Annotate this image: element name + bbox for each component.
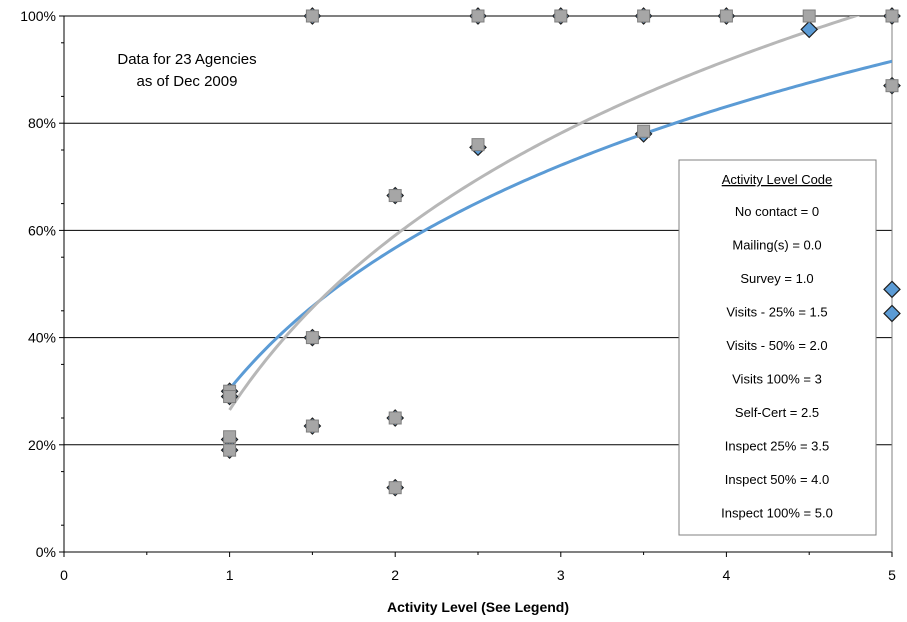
legend-frame bbox=[678, 159, 877, 536]
legend-entry: Inspect 25% = 3.5 bbox=[725, 439, 829, 454]
trendlines bbox=[228, 16, 892, 411]
trendline bbox=[228, 59, 892, 391]
legend-title: Activity Level Code bbox=[722, 172, 833, 187]
data-markers bbox=[220, 7, 901, 497]
x-tick-label: 0 bbox=[60, 567, 68, 583]
y-tick-label: 80% bbox=[28, 115, 56, 131]
square-marker bbox=[223, 443, 237, 457]
legend-entries: No contact = 0 Mailing(s) = 0.0 Survey = 1… bbox=[721, 204, 833, 521]
y-tick-label: 20% bbox=[28, 437, 56, 453]
y-tick-label: 100% bbox=[20, 8, 56, 24]
x-axis-title: Activity Level (See Legend) bbox=[387, 599, 569, 615]
trendline bbox=[228, 16, 861, 411]
square-marker bbox=[637, 124, 651, 138]
y-tick-label: 60% bbox=[28, 222, 56, 238]
x-tick-label: 3 bbox=[557, 567, 565, 583]
square-marker bbox=[388, 481, 402, 495]
square-marker bbox=[885, 9, 899, 23]
x-tick-label: 5 bbox=[888, 567, 896, 583]
y-tick-label: 0% bbox=[36, 544, 56, 560]
square-marker bbox=[305, 419, 319, 433]
x-tick-label: 1 bbox=[226, 567, 234, 583]
legend-entry: No contact = 0 bbox=[735, 204, 819, 219]
annotation-line-2: as of Dec 2009 bbox=[137, 73, 238, 90]
square-marker bbox=[223, 430, 237, 444]
legend-box: Activity Level Code No contact = 0 Mailin… bbox=[678, 159, 877, 536]
legend-entry: Inspect 50% = 4.0 bbox=[725, 472, 829, 487]
y-tick-labels: 0% 20% 40% 60% 80% 100% bbox=[20, 8, 56, 560]
square-marker bbox=[223, 390, 237, 404]
square-marker bbox=[388, 189, 402, 203]
square-marker bbox=[471, 138, 485, 152]
diamond-marker bbox=[883, 304, 901, 323]
square-marker bbox=[637, 9, 651, 23]
legend-entry: Visits - 50% = 2.0 bbox=[726, 338, 827, 353]
x-tick-labels: 0 1 2 3 4 5 bbox=[60, 567, 896, 583]
square-marker bbox=[388, 411, 402, 425]
diamond-marker bbox=[883, 280, 901, 299]
square-marker bbox=[305, 331, 319, 345]
x-tick-label: 2 bbox=[391, 567, 399, 583]
square-marker bbox=[885, 79, 899, 93]
x-tick-label: 4 bbox=[723, 567, 731, 583]
diamond-marker bbox=[800, 20, 819, 39]
legend-entry: Self-Cert = 2.5 bbox=[735, 405, 819, 420]
y-tick-label: 40% bbox=[28, 330, 56, 346]
square-marker bbox=[471, 9, 485, 23]
legend-entry: Inspect 100% = 5.0 bbox=[721, 506, 833, 521]
annotation-line-1: Data for 23 Agencies bbox=[117, 51, 256, 68]
legend-entry: Visits 100% = 3 bbox=[732, 372, 822, 387]
legend-entry: Survey = 1.0 bbox=[740, 271, 813, 286]
square-marker bbox=[305, 9, 319, 23]
square-marker bbox=[554, 9, 568, 23]
square-marker bbox=[719, 9, 733, 23]
annotation: Data for 23 Agencies as of Dec 2009 bbox=[117, 51, 256, 90]
legend-entry: Visits - 25% = 1.5 bbox=[726, 305, 827, 320]
square-marker bbox=[802, 9, 816, 23]
legend-entry: Mailing(s) = 0.0 bbox=[732, 238, 821, 253]
